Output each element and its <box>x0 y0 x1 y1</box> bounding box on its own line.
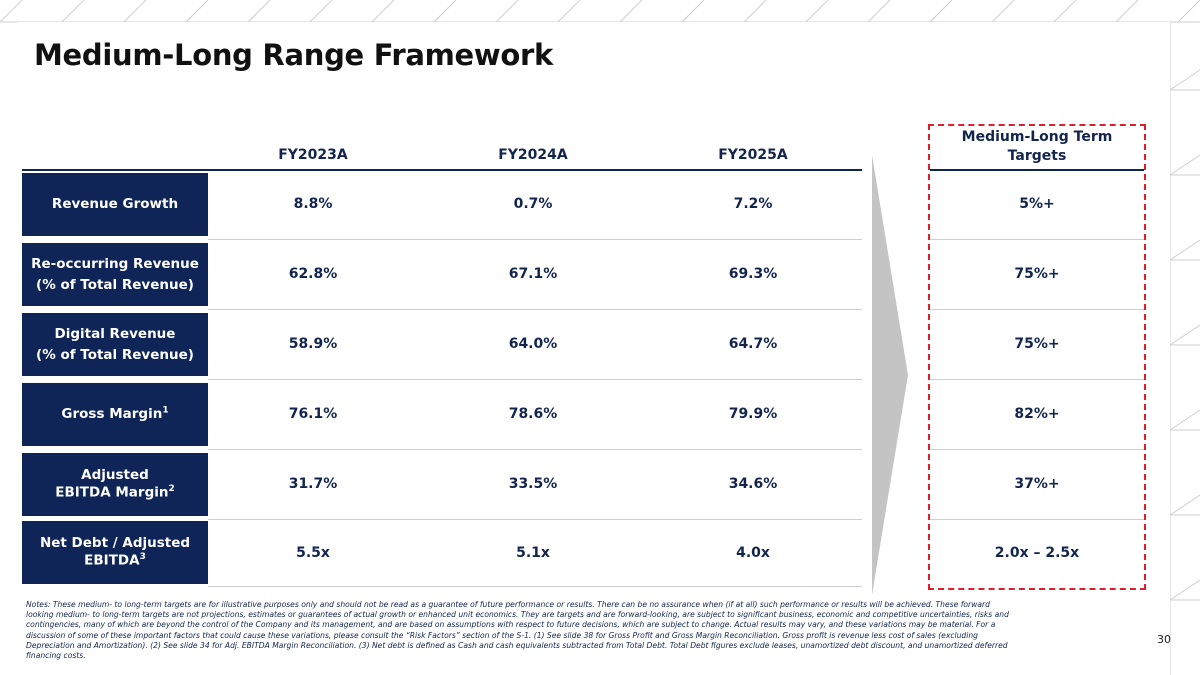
cell-fy2025: 7.2% <box>733 196 773 212</box>
row-label-subtext: (% of Total Revenue) <box>36 346 194 363</box>
cell-target: 75%+ <box>1014 336 1060 352</box>
cell-fy2023: 62.8% <box>288 266 338 282</box>
row-divider <box>208 586 862 587</box>
row-divider <box>208 449 862 450</box>
row-label-text: Revenue Growth <box>51 196 179 213</box>
cell-fy2023: 31.7% <box>288 476 338 492</box>
column-header-fy2024: FY2024A <box>498 147 568 163</box>
cell-fy2024: 64.0% <box>508 336 558 352</box>
arrow-icon <box>872 155 908 595</box>
footnote-marker: 3 <box>139 552 146 563</box>
row-label-text: Digital Revenue <box>54 325 176 342</box>
row-label-text: Net Debt / Adjusted <box>39 535 191 552</box>
row-label-text: Adjusted <box>81 467 149 484</box>
column-header-fy2023: FY2023A <box>278 147 348 163</box>
row-label-gross-margin: Gross Margin1 <box>22 383 208 446</box>
cell-fy2023: 58.9% <box>288 336 338 352</box>
row-label-adjusted-ebitda-margin: Adjusted EBITDA Margin2 <box>22 453 208 516</box>
cell-target: 37%+ <box>1014 476 1060 492</box>
cell-fy2023: 76.1% <box>288 406 338 422</box>
targets-header-line1: Medium-Long Term <box>961 129 1113 145</box>
row-divider <box>930 449 1144 450</box>
row-label-text: Re-occurring Revenue <box>31 255 199 272</box>
row-label-digital-revenue: Digital Revenue (% of Total Revenue) <box>22 313 208 376</box>
row-divider <box>930 379 1144 380</box>
header-rule <box>22 169 862 171</box>
cell-fy2023: 5.5x <box>296 545 330 561</box>
cell-target: 5%+ <box>1019 196 1055 212</box>
row-divider <box>930 519 1144 520</box>
cell-fy2023: 8.8% <box>293 196 333 212</box>
row-divider <box>930 239 1144 240</box>
row-divider <box>208 519 862 520</box>
targets-header-line2: Targets <box>1007 147 1067 164</box>
row-divider <box>930 309 1144 310</box>
row-label-subtext: (% of Total Revenue) <box>36 276 194 293</box>
cell-fy2025: 34.6% <box>728 476 778 492</box>
cell-fy2024: 78.6% <box>508 406 558 422</box>
column-header-fy2025: FY2025A <box>718 147 788 163</box>
cell-target: 82%+ <box>1014 406 1060 422</box>
footnote-marker: 1 <box>162 405 169 416</box>
row-label-subtext: EBITDA <box>84 552 140 569</box>
row-label-revenue-growth: Revenue Growth <box>22 173 208 236</box>
slide-panel <box>18 22 1170 675</box>
column-header-targets: Medium-Long Term Targets <box>930 128 1144 166</box>
cell-fy2025: 4.0x <box>736 545 770 561</box>
row-divider <box>208 239 862 240</box>
row-divider <box>208 379 862 380</box>
page-number: 30 <box>1157 633 1171 646</box>
row-label-text: Gross Margin <box>61 406 163 423</box>
targets-highlight-box <box>928 124 1146 590</box>
page-title: Medium-Long Range Framework <box>34 38 554 72</box>
cell-fy2024: 33.5% <box>508 476 558 492</box>
cell-fy2024: 5.1x <box>516 545 550 561</box>
cell-fy2024: 0.7% <box>513 196 553 212</box>
cell-target: 75%+ <box>1014 266 1060 282</box>
row-label-net-debt-ebitda: Net Debt / Adjusted EBITDA3 <box>22 521 208 584</box>
row-label-reoccurring-revenue: Re-occurring Revenue (% of Total Revenue… <box>22 243 208 306</box>
row-divider <box>208 309 862 310</box>
cell-fy2025: 79.9% <box>728 406 778 422</box>
cell-fy2025: 64.7% <box>728 336 778 352</box>
footnotes: Notes: These medium- to long-term target… <box>26 600 1009 660</box>
cell-fy2025: 69.3% <box>728 266 778 282</box>
cell-target: 2.0x – 2.5x <box>994 545 1080 561</box>
row-label-subtext: EBITDA Margin <box>55 484 169 501</box>
targets-header-rule <box>930 169 1144 171</box>
footnote-marker: 2 <box>168 484 175 495</box>
cell-fy2024: 67.1% <box>508 266 558 282</box>
